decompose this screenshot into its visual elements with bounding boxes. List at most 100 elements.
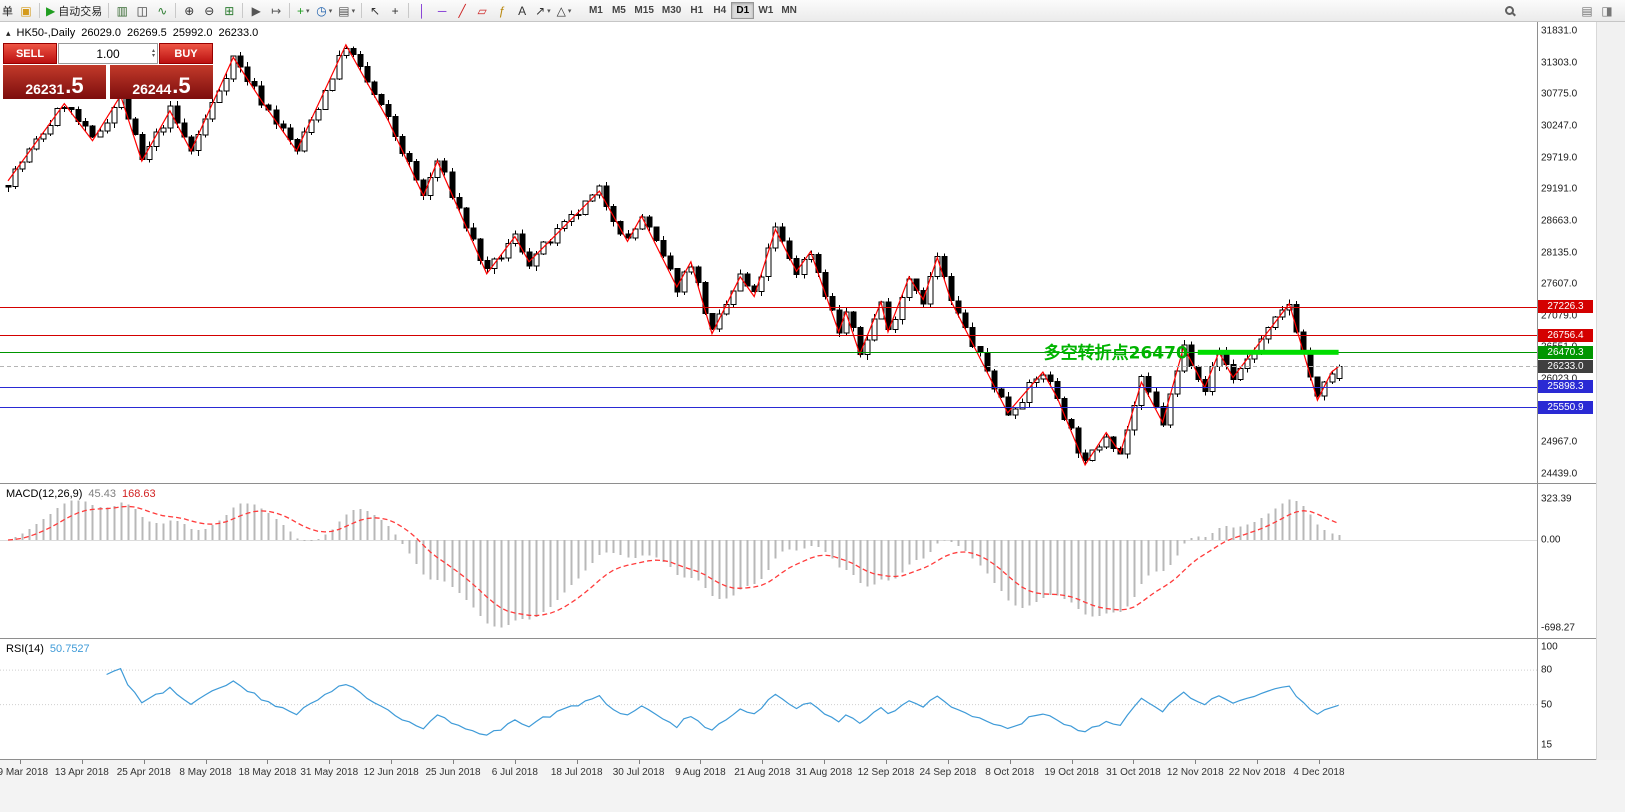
new-order-icon: ▣	[20, 3, 32, 18]
timeframe-button-m15[interactable]: M15	[634, 5, 654, 16]
bar-close-value: 26233.0	[218, 27, 259, 39]
price-axis-label: 27079.0	[1541, 310, 1578, 322]
new-chart-icon[interactable]: + ▾	[293, 2, 313, 20]
order-menu-label[interactable]: 单	[2, 5, 13, 18]
tile-windows-icon[interactable]: ⊞	[219, 2, 239, 20]
dropdown-caret-icon[interactable]: ▾	[567, 7, 572, 15]
toolbar-separator	[39, 3, 40, 18]
trendline-icon[interactable]: ╱	[452, 2, 472, 20]
timeframe-button-h1[interactable]: H1	[690, 5, 704, 16]
price-axis-label: 27607.0	[1541, 278, 1578, 290]
price-axis-label: 29191.0	[1541, 183, 1578, 195]
rsi-axis-label: 50	[1541, 699, 1553, 711]
right-edge-strip	[1596, 22, 1625, 760]
date-axis-tick	[391, 760, 393, 764]
dropdown-caret-icon[interactable]: ▾	[328, 7, 333, 15]
date-axis-label: 13 Apr 2018	[54, 767, 109, 778]
panel-separator	[0, 759, 1625, 760]
macd-axis-label: 323.39	[1541, 493, 1572, 505]
bar-chart-icon: ▥	[116, 3, 128, 18]
price-level-badge-26470.3: 26470.3	[1538, 345, 1593, 359]
buy-price-display[interactable]: 26244.5	[110, 65, 213, 99]
dropdown-caret-icon[interactable]: ▾	[547, 7, 551, 15]
date-axis-label: 25 Apr 2018	[116, 767, 171, 778]
buy-button[interactable]: BUY	[159, 43, 213, 64]
date-axis-tick	[1009, 760, 1011, 764]
layout-icon[interactable]: ◨	[1597, 2, 1617, 20]
dropdown-caret-icon[interactable]: ▾	[351, 7, 356, 15]
date-axis-tick	[329, 760, 331, 764]
timeframe-button-m1[interactable]: M1	[588, 5, 603, 16]
crosshair-icon: +	[391, 3, 399, 18]
spinner-down-icon[interactable]: ▾	[151, 52, 155, 59]
timeframe-button-mn[interactable]: MN	[781, 5, 797, 16]
timeframe-toolbar: M1 M5 M15 M30 H1 H4 D1 W1 MN	[584, 2, 800, 19]
date-axis-label: 12 Sep 2018	[857, 767, 915, 778]
zoom-in-icon: ⊕	[184, 3, 195, 18]
macd-panel[interactable]	[0, 484, 1537, 638]
cursor-icon[interactable]: ↖	[365, 2, 385, 20]
text-icon[interactable]: A	[512, 2, 532, 20]
panel-separator[interactable]	[0, 638, 1625, 639]
crosshair-icon[interactable]: +	[385, 2, 405, 20]
vertical-line-icon[interactable]: │	[412, 2, 432, 20]
price-axis-label: 24967.0	[1541, 436, 1578, 448]
date-axis-label: 4 Dec 2018	[1293, 767, 1345, 778]
shapes-icon[interactable]: △ ▾	[554, 2, 575, 20]
one-click-collapse-icon[interactable]: ▴	[6, 27, 11, 38]
date-axis: 29 Mar 2018 13 Apr 2018 25 Apr 2018 8 May 2…	[0, 760, 1625, 812]
autotrading-button: ▶	[46, 3, 56, 18]
timeframe-button-w1[interactable]: W1	[758, 5, 774, 16]
panel-separator[interactable]	[0, 483, 1625, 484]
date-axis-tick	[700, 760, 702, 764]
new-chart-icon: +	[296, 3, 304, 18]
toolbar-separator	[408, 3, 410, 18]
auto-scroll-icon[interactable]: ▶	[246, 2, 266, 20]
date-axis-tick	[1133, 760, 1135, 764]
rsi-value: 50.7527	[49, 643, 90, 655]
line-chart-icon[interactable]: ∿	[152, 2, 172, 20]
data-window-icon[interactable]: ▤	[1577, 2, 1597, 20]
volume-spinner[interactable]: ▴ ▾	[152, 44, 155, 63]
channel-icon[interactable]: ▱	[472, 2, 492, 20]
bar-low-value: 25992.0	[172, 27, 213, 39]
sell-button[interactable]: SELL	[3, 43, 57, 64]
date-axis-tick	[638, 760, 640, 764]
new-order-icon[interactable]: ▣	[16, 2, 36, 20]
horizontal-line-icon: ─	[437, 3, 447, 18]
template-icon[interactable]: ▤ ▾	[335, 2, 358, 20]
horizontal-line-icon[interactable]: ─	[432, 2, 452, 20]
timeframe-button-m30[interactable]: M30	[661, 5, 682, 16]
timeframe-button-m5[interactable]: M5	[611, 5, 626, 16]
date-axis-label: 24 Sep 2018	[919, 767, 977, 778]
main-price-chart[interactable]: 多空转折点26470	[0, 22, 1537, 483]
date-axis-label: 29 Mar 2018	[0, 767, 49, 778]
chart-shift-icon[interactable]: ↦	[266, 2, 286, 20]
rsi-axis-label: 80	[1541, 664, 1553, 676]
pivot-highlight-segment[interactable]	[1197, 349, 1339, 355]
timeframe-button-d1[interactable]: D1	[731, 2, 755, 19]
date-axis-label: 8 May 2018	[179, 767, 232, 778]
arrow-tool-icon[interactable]: ↗ ▾	[532, 2, 554, 20]
rsi-panel[interactable]	[0, 639, 1537, 759]
fibonacci-icon[interactable]: ƒ	[492, 2, 512, 20]
candlestick-chart-icon[interactable]: ◫	[132, 2, 152, 20]
sell-price-display[interactable]: 26231.5	[3, 65, 106, 99]
macd-name: MACD(12,26,9)	[6, 488, 83, 500]
zoom-out-icon[interactable]: ⊖	[199, 2, 219, 20]
period-icon[interactable]: ◷ ▾	[313, 2, 335, 20]
timeframe-button-h4[interactable]: H4	[713, 5, 727, 16]
chart-symbol-period: HK50-,Daily	[16, 27, 76, 39]
channel-icon: ▱	[477, 3, 487, 18]
autotrading-button[interactable]: ▶ 自动交易	[43, 2, 105, 20]
search-icon[interactable]	[1499, 2, 1519, 20]
spinner-up-icon[interactable]: ▴	[151, 47, 155, 54]
dropdown-caret-icon[interactable]: ▾	[305, 7, 310, 15]
volume-input[interactable]: 1.00 ▴ ▾	[58, 43, 158, 64]
date-axis-label: 25 Jun 2018	[425, 767, 481, 778]
arrow-tool-icon: ↗	[535, 3, 546, 18]
auto-scroll-icon: ▶	[251, 3, 261, 18]
pivot-annotation-text[interactable]: 多空转折点26470	[1044, 342, 1188, 363]
bar-chart-icon[interactable]: ▥	[112, 2, 132, 20]
zoom-in-icon[interactable]: ⊕	[179, 2, 199, 20]
